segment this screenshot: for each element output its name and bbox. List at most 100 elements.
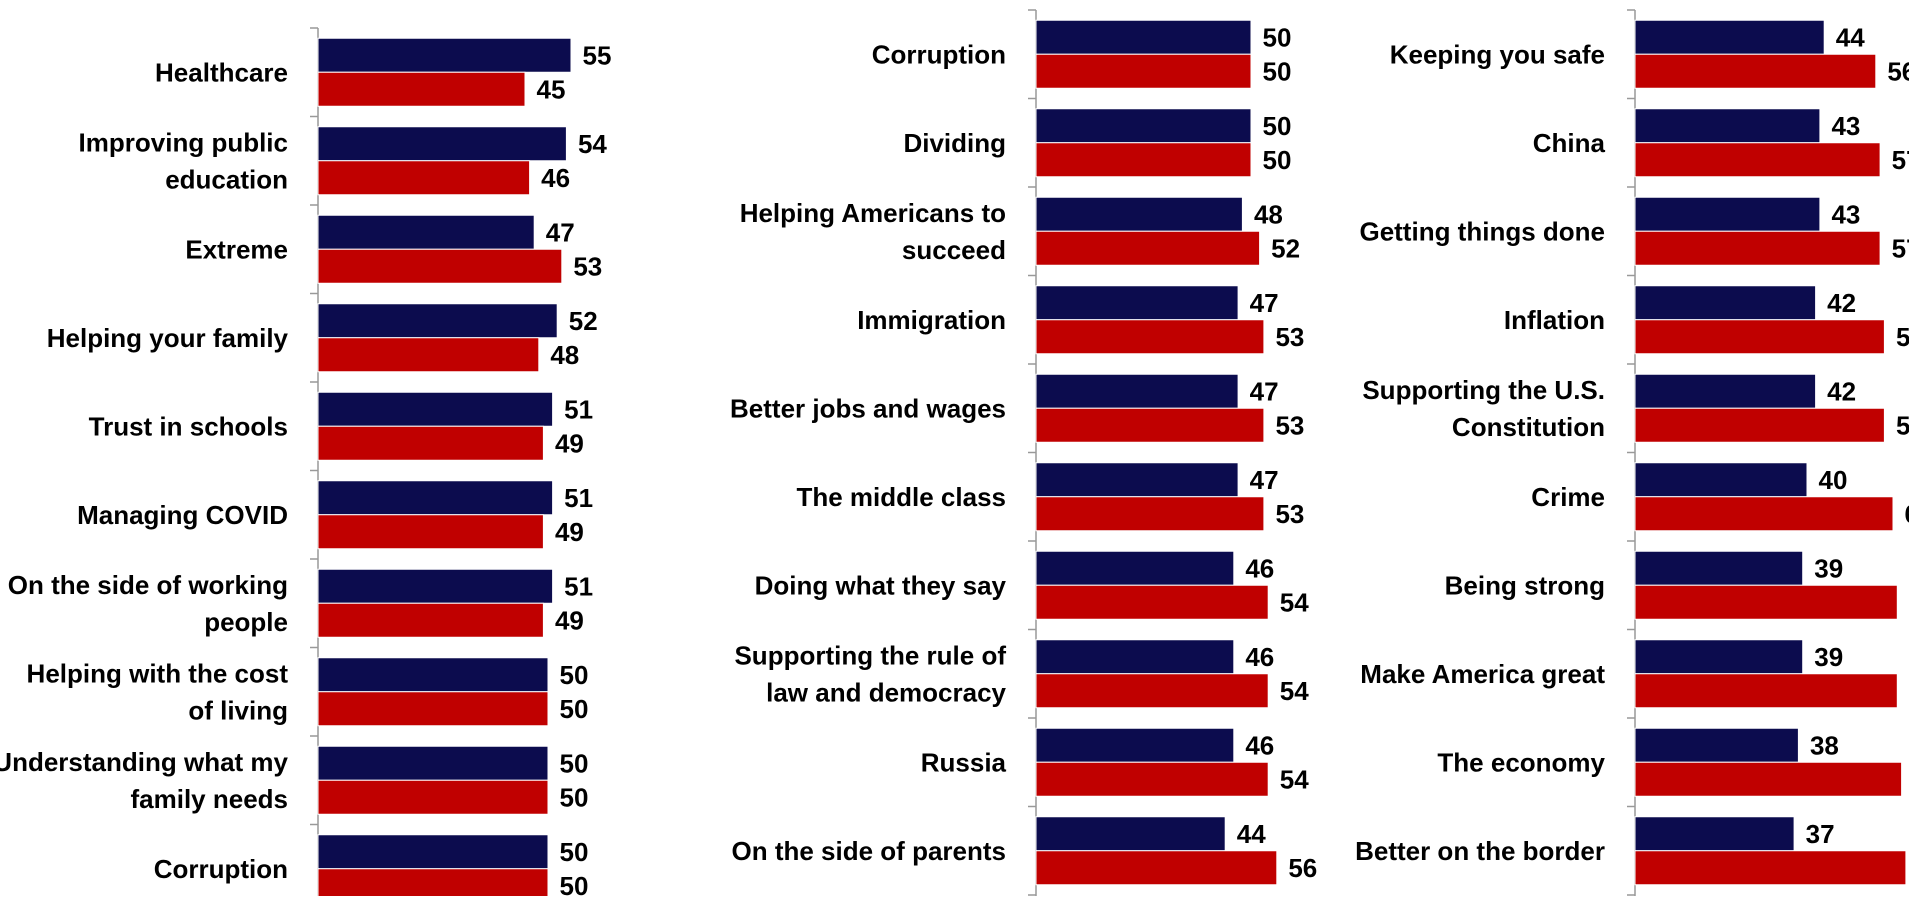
bar-series-1 xyxy=(1036,728,1234,762)
data-label-series-1: 48 xyxy=(1254,200,1283,230)
bar-series-1 xyxy=(1635,109,1820,143)
bar-series-2 xyxy=(1036,674,1268,708)
data-label-series-1: 50 xyxy=(1263,111,1292,141)
category-label: Better jobs and wages xyxy=(730,394,1006,424)
bar-series-1 xyxy=(318,835,548,869)
category-label-line: Dividing xyxy=(903,128,1006,158)
bar-series-1 xyxy=(318,569,553,603)
data-label-series-1: 37 xyxy=(1806,819,1835,849)
bar-series-1 xyxy=(1036,197,1242,231)
category-label-line: education xyxy=(165,165,288,195)
category-label-line: Extreme xyxy=(185,235,288,265)
bar-series-2 xyxy=(318,426,543,460)
data-label-series-1: 51 xyxy=(564,483,593,513)
bar-series-2 xyxy=(1635,54,1876,88)
chart-panel-1: Healthcare 55 45 Improving public education 5… xyxy=(0,28,611,896)
bar-series-2 xyxy=(1036,320,1264,354)
category-label: Getting things done xyxy=(1359,217,1605,247)
data-label-series-2: 54 xyxy=(1280,588,1309,618)
bar-series-2 xyxy=(1635,231,1880,265)
data-label-series-1: 39 xyxy=(1814,642,1843,672)
data-label-series-1: 55 xyxy=(583,41,612,71)
category-label-line: Make America great xyxy=(1360,659,1605,689)
data-label-series-2: 56 xyxy=(1887,57,1909,87)
category-label: Extreme xyxy=(185,235,288,265)
bar-series-2 xyxy=(318,161,530,195)
bar-series-2 xyxy=(1635,320,1884,354)
bar-series-2 xyxy=(1036,231,1260,265)
data-label-series-2: 54 xyxy=(1280,676,1309,706)
category-label-line: Better jobs and wages xyxy=(730,394,1006,424)
category-label: Keeping you safe xyxy=(1390,40,1605,70)
category-label: The economy xyxy=(1437,748,1605,778)
bar-series-2 xyxy=(1635,762,1902,796)
bar-series-1 xyxy=(318,658,548,692)
bar-series-2 xyxy=(318,780,548,814)
category-label: Make America great xyxy=(1360,659,1605,689)
category-label: Doing what they say xyxy=(755,571,1007,601)
chart-panel-3: Keeping you safe4456China4357Getting thi… xyxy=(1355,10,1909,896)
data-label-series-1: 50 xyxy=(560,749,589,779)
data-label-series-1: 47 xyxy=(1250,465,1279,495)
category-label: Improving public education xyxy=(79,128,288,195)
data-label-series-2: 57 xyxy=(1892,145,1909,175)
bar-series-2 xyxy=(1036,408,1264,442)
category-label-line: Doing what they say xyxy=(755,571,1007,601)
data-label-series-2: 50 xyxy=(1263,57,1292,87)
category-label: Managing COVID xyxy=(77,500,288,530)
bar-series-2 xyxy=(1036,143,1251,177)
category-label-line: On the side of working xyxy=(8,570,288,600)
category-label-line: Russia xyxy=(921,748,1007,778)
bar-series-2 xyxy=(318,338,539,372)
data-label-series-1: 43 xyxy=(1831,111,1860,141)
category-label: Dividing xyxy=(903,128,1006,158)
data-label-series-1: 47 xyxy=(1250,377,1279,407)
data-label-series-1: 47 xyxy=(546,218,575,248)
data-label-series-2: 45 xyxy=(537,75,566,105)
bar-series-2 xyxy=(1635,143,1880,177)
bar-series-2 xyxy=(318,603,543,637)
bar-series-2 xyxy=(1036,497,1264,531)
data-label-series-2: 48 xyxy=(550,340,579,370)
data-label-series-1: 42 xyxy=(1827,377,1856,407)
bar-series-2 xyxy=(318,72,525,106)
data-label-series-2: 52 xyxy=(1271,234,1300,264)
data-label-series-1: 50 xyxy=(560,837,589,867)
bar-series-1 xyxy=(1635,728,1798,762)
bar-series-2 xyxy=(1635,674,1897,708)
category-label-line: The middle class xyxy=(796,482,1006,512)
data-label-series-2: 60 xyxy=(1905,499,1909,529)
data-label-series-1: 47 xyxy=(1250,288,1279,318)
category-label-line: Understanding what my xyxy=(0,747,289,777)
category-label: On the side of parents xyxy=(732,836,1007,866)
category-label: Immigration xyxy=(857,305,1006,335)
bar-series-1 xyxy=(318,127,566,161)
data-label-series-1: 51 xyxy=(564,395,593,425)
category-label-line: The economy xyxy=(1437,748,1605,778)
bar-series-2 xyxy=(1635,851,1906,885)
data-label-series-2: 56 xyxy=(1288,853,1317,883)
category-label: Being strong xyxy=(1445,571,1605,601)
category-label: Supporting the U.S.Constitution xyxy=(1362,375,1605,442)
category-label-line: Helping with the cost xyxy=(27,659,289,689)
category-label-line: Being strong xyxy=(1445,571,1605,601)
category-label-line: Helping Americans to xyxy=(740,198,1006,228)
category-label-line: of living xyxy=(188,696,288,726)
data-label-series-2: 54 xyxy=(1280,765,1309,795)
bar-series-1 xyxy=(1036,463,1238,497)
data-label-series-1: 40 xyxy=(1819,465,1848,495)
data-label-series-1: 44 xyxy=(1836,23,1865,53)
bar-series-1 xyxy=(318,304,557,338)
category-label: Inflation xyxy=(1504,305,1605,335)
data-label-series-2: 58 xyxy=(1896,322,1909,352)
category-label-line: Healthcare xyxy=(155,58,288,88)
category-label-line: Corruption xyxy=(154,854,288,884)
category-label: Helping your family xyxy=(47,323,289,353)
category-label-line: Improving public xyxy=(79,128,288,158)
data-label-series-1: 51 xyxy=(564,572,593,602)
category-label-line: Supporting the rule of xyxy=(734,641,1006,671)
